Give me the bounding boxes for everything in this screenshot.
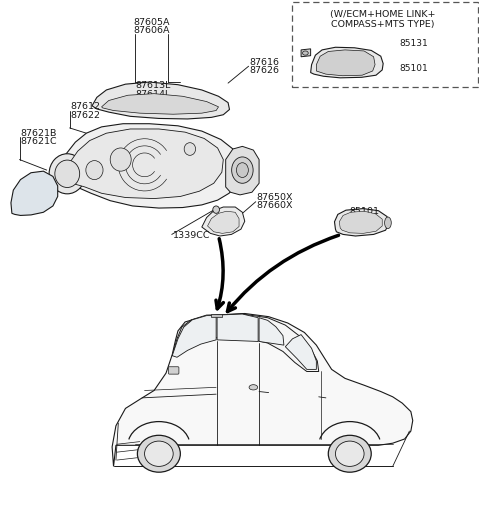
Ellipse shape	[384, 217, 391, 228]
Text: 87621C: 87621C	[21, 137, 57, 146]
Ellipse shape	[213, 206, 219, 214]
Text: 87606A: 87606A	[133, 26, 170, 36]
Bar	[211, 314, 222, 316]
Polygon shape	[259, 317, 284, 345]
Text: 87605A: 87605A	[133, 18, 170, 27]
Polygon shape	[316, 50, 375, 76]
Ellipse shape	[328, 435, 371, 472]
Circle shape	[55, 160, 80, 188]
Polygon shape	[301, 49, 311, 57]
Text: 85131: 85131	[399, 39, 428, 48]
Text: 87613L: 87613L	[135, 81, 170, 90]
Polygon shape	[11, 171, 58, 215]
Bar	[291, 3, 478, 87]
Text: 87614L: 87614L	[135, 90, 170, 99]
Text: 85101: 85101	[350, 207, 380, 216]
Polygon shape	[207, 211, 239, 233]
Polygon shape	[217, 314, 258, 341]
Ellipse shape	[144, 441, 173, 466]
Polygon shape	[56, 123, 242, 208]
Circle shape	[49, 154, 85, 194]
Text: (W/ECM+HOME LINK+: (W/ECM+HOME LINK+	[330, 10, 436, 19]
Text: 85101: 85101	[399, 64, 428, 73]
Text: COMPASS+MTS TYPE): COMPASS+MTS TYPE)	[331, 20, 435, 29]
Circle shape	[184, 143, 196, 155]
Polygon shape	[335, 209, 389, 236]
Polygon shape	[112, 314, 413, 466]
Text: 1339CC: 1339CC	[173, 231, 211, 240]
Text: 87622: 87622	[71, 111, 101, 120]
Circle shape	[110, 148, 131, 171]
Text: 87612: 87612	[71, 102, 101, 111]
Ellipse shape	[137, 435, 180, 472]
Polygon shape	[172, 314, 319, 372]
Polygon shape	[63, 129, 223, 199]
Polygon shape	[226, 146, 259, 195]
Text: 87621B: 87621B	[21, 129, 57, 138]
Text: 87650X: 87650X	[257, 193, 293, 202]
Polygon shape	[311, 47, 383, 78]
Ellipse shape	[249, 385, 258, 390]
Ellipse shape	[302, 51, 308, 55]
Text: 87660X: 87660X	[257, 201, 293, 210]
Ellipse shape	[232, 157, 253, 183]
Polygon shape	[92, 82, 229, 119]
Ellipse shape	[336, 441, 364, 466]
FancyBboxPatch shape	[168, 367, 179, 374]
Text: 87626: 87626	[250, 66, 279, 75]
Polygon shape	[339, 211, 382, 233]
Polygon shape	[102, 94, 218, 114]
Polygon shape	[172, 315, 216, 357]
Polygon shape	[202, 207, 245, 236]
Circle shape	[86, 161, 103, 180]
Ellipse shape	[237, 163, 248, 178]
Polygon shape	[285, 334, 316, 369]
Text: 87616: 87616	[250, 58, 279, 67]
